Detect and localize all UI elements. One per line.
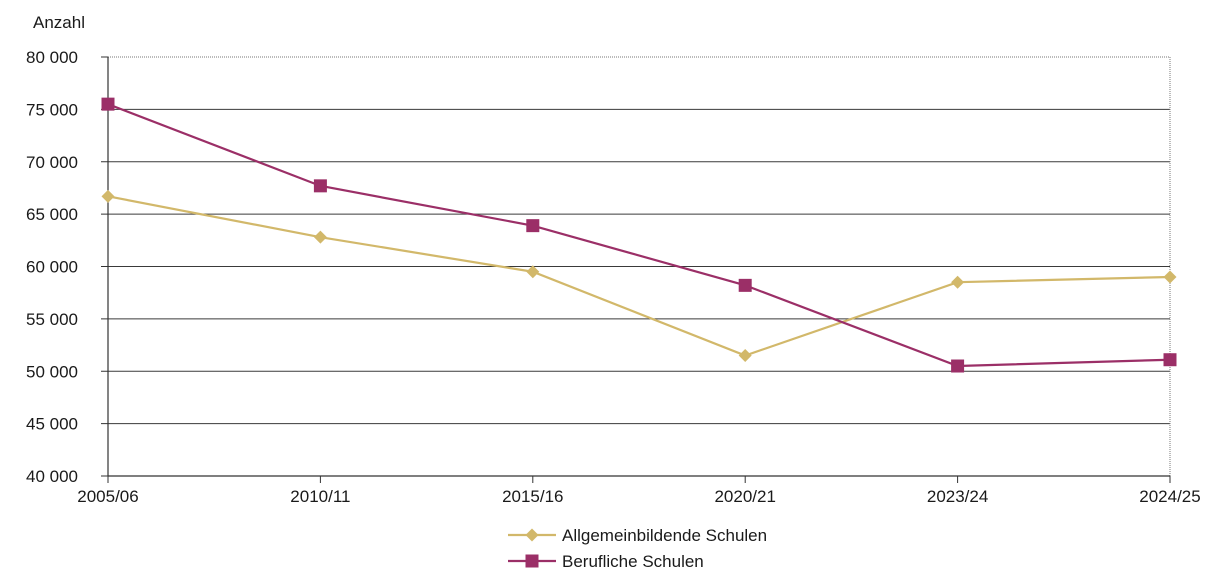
- x-tick-label: 2005/06: [77, 487, 138, 506]
- x-tick-label: 2024/25: [1139, 487, 1200, 506]
- grid-lines: [108, 108, 1170, 425]
- legend-swatch-marker: [525, 528, 539, 542]
- data-point-square: [738, 278, 752, 292]
- data-point-diamond: [313, 230, 327, 244]
- legend-swatch-marker: [525, 554, 539, 568]
- y-tick-label: 65 000: [26, 205, 78, 224]
- data-point-diamond: [1163, 270, 1177, 284]
- data-point-diamond: [101, 189, 115, 203]
- x-tick-label: 2023/24: [927, 487, 988, 506]
- y-tick-label: 40 000: [26, 467, 78, 486]
- legend-item-1: Berufliche Schulen: [508, 552, 704, 568]
- legend-item-0: Allgemeinbildende Schulen: [508, 526, 767, 545]
- y-tick-label: 70 000: [26, 153, 78, 172]
- series-1: [101, 97, 1177, 373]
- data-point-diamond: [526, 265, 540, 279]
- legend-label: Allgemeinbildende Schulen: [562, 526, 767, 545]
- legend: Allgemeinbildende Schulen Berufliche Schu…: [508, 526, 767, 568]
- y-tick-label: 55 000: [26, 310, 78, 329]
- data-point-square: [1163, 353, 1177, 367]
- y-tick-label: 50 000: [26, 362, 78, 381]
- y-axis-title: Anzahl: [33, 13, 85, 32]
- x-axis-ticks: 2005/06 2010/11 2015/16 2020/21 2023/24 2024/…: [77, 476, 1201, 506]
- series-lines: [101, 97, 1177, 373]
- data-point-square: [951, 359, 965, 373]
- series-line: [107, 195, 1171, 357]
- data-point-square: [313, 179, 327, 193]
- data-point-square: [101, 97, 115, 111]
- data-point-diamond: [951, 275, 965, 289]
- legend-label: Berufliche Schulen: [562, 552, 704, 568]
- x-tick-label: 2015/16: [502, 487, 563, 506]
- y-tick-label: 80 000: [26, 48, 78, 67]
- series-0: [101, 189, 1177, 363]
- series-line: [107, 103, 1171, 368]
- x-tick-label: 2020/21: [714, 487, 775, 506]
- data-point-diamond: [738, 349, 752, 363]
- data-point-square: [526, 219, 540, 233]
- y-tick-label: 75 000: [26, 100, 78, 119]
- y-tick-label: 60 000: [26, 258, 78, 277]
- y-axis-ticks: 40 000 45 000 50 000 55 000 60 000 65 000 70 0…: [26, 48, 108, 486]
- x-tick-label: 2010/11: [290, 487, 350, 506]
- y-tick-label: 45 000: [26, 415, 78, 434]
